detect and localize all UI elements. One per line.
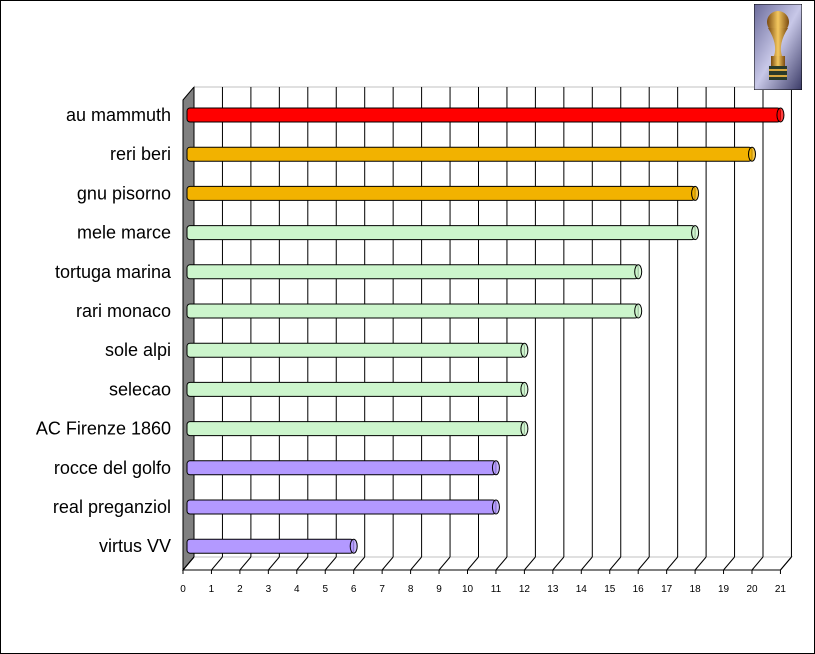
world-cup-trophy-icon	[754, 4, 802, 90]
category-label: rocce del golfo	[54, 458, 171, 478]
bar-cap	[634, 264, 643, 280]
x-tick-label: 4	[294, 584, 300, 595]
x-tick-label: 17	[661, 584, 673, 595]
bar	[186, 146, 753, 162]
category-label: real preganziol	[53, 497, 171, 517]
floor-gridline	[353, 556, 366, 571]
bar-cap	[691, 185, 700, 201]
bar	[186, 421, 525, 437]
bar	[186, 460, 497, 476]
x-tick-label: 14	[576, 584, 588, 595]
x-tick-label: 7	[379, 584, 385, 595]
floor-gridline	[580, 556, 593, 571]
floor-gridline	[751, 556, 764, 571]
floor-gridline	[324, 556, 337, 571]
floor-gridline	[410, 556, 422, 571]
floor-gridline	[666, 556, 679, 571]
x-tick-labels: 0 1 2 3 4 5 6 7 8 9 10 11 12 13 14 15 16 17 18 19 20 21	[180, 584, 786, 595]
bar-cap	[634, 303, 643, 319]
floor-gridline	[296, 556, 309, 571]
x-tick-label: 11	[491, 584, 502, 595]
x-tick-label: 13	[547, 584, 559, 595]
x-tick-label: 18	[690, 584, 702, 595]
floor-gridline	[267, 556, 280, 571]
floor-gridline	[780, 556, 792, 571]
x-tick-label: 12	[519, 584, 531, 595]
floor-gridline	[239, 556, 252, 571]
floor-gridline	[381, 556, 394, 571]
category-label: AC Firenze 1860	[36, 419, 171, 439]
floor-gridline	[637, 556, 650, 571]
x-tick-label: 20	[746, 584, 758, 595]
bar-cap	[748, 146, 756, 162]
x-tick-label: 10	[462, 584, 474, 595]
floor-gridline	[524, 556, 536, 571]
bar-cap	[349, 538, 358, 554]
bar	[186, 342, 525, 358]
bar	[186, 381, 525, 397]
floor-gridline	[467, 556, 479, 571]
category-label: sole alpi	[105, 340, 171, 360]
bar	[186, 303, 639, 319]
category-label: reri beri	[110, 144, 171, 164]
bar	[186, 225, 696, 241]
bar-cap	[691, 225, 700, 241]
bar-cap	[491, 460, 500, 476]
bars	[186, 107, 785, 554]
category-label: rari monaco	[76, 301, 171, 321]
x-tick-label: 16	[633, 584, 645, 595]
x-tick-label: 8	[408, 584, 414, 595]
floor-gridline	[609, 556, 622, 571]
category-label: au mammuth	[66, 105, 171, 125]
x-tick-label: 21	[775, 584, 787, 595]
gridlines	[182, 87, 792, 574]
floor-gridline	[438, 556, 451, 571]
bar-cap	[520, 421, 529, 437]
category-label: mele marce	[77, 223, 171, 243]
x-tick-label: 15	[604, 584, 616, 595]
category-label: gnu pisorno	[77, 183, 171, 203]
bar	[186, 538, 355, 554]
category-label: selecao	[109, 379, 171, 399]
category-label: virtus VV	[99, 536, 171, 556]
bar	[186, 107, 781, 123]
x-tick-label: 3	[266, 584, 272, 595]
x-tick-label: 5	[322, 584, 328, 595]
floor-gridline	[495, 556, 508, 571]
floor-gridline	[552, 556, 565, 571]
bar-cap	[491, 499, 500, 515]
bar	[186, 185, 696, 201]
bar-cap	[776, 107, 785, 123]
floor-gridline	[723, 556, 735, 571]
floor-gridline	[694, 556, 707, 571]
floor-gridline	[182, 556, 195, 571]
bar	[186, 499, 497, 515]
bar-cap	[520, 381, 529, 397]
x-tick-label: 2	[237, 584, 243, 595]
x-tick-label: 19	[718, 584, 730, 595]
bar-cap	[520, 342, 529, 358]
bar	[186, 264, 639, 280]
category-label: tortuga marina	[55, 262, 172, 282]
x-tick-label: 9	[436, 584, 442, 595]
x-tick-label: 1	[209, 584, 215, 595]
x-tick-label: 0	[180, 584, 186, 595]
x-tick-label: 6	[351, 584, 357, 595]
floor-gridline	[211, 556, 223, 571]
category-labels: au mammuth reri beri gnu pisorno mele marce…	[36, 105, 172, 556]
